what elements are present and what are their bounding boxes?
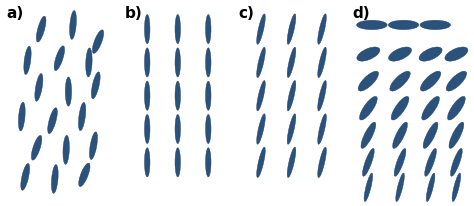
Ellipse shape bbox=[425, 148, 437, 176]
Ellipse shape bbox=[145, 48, 150, 77]
Ellipse shape bbox=[257, 47, 265, 78]
Ellipse shape bbox=[356, 20, 387, 30]
Ellipse shape bbox=[318, 147, 326, 178]
Ellipse shape bbox=[206, 15, 211, 44]
Ellipse shape bbox=[175, 15, 181, 44]
Ellipse shape bbox=[51, 165, 58, 193]
Ellipse shape bbox=[287, 47, 296, 78]
Ellipse shape bbox=[358, 71, 379, 91]
Ellipse shape bbox=[91, 72, 100, 99]
Ellipse shape bbox=[206, 81, 211, 110]
Ellipse shape bbox=[145, 15, 150, 44]
Ellipse shape bbox=[63, 135, 69, 164]
Ellipse shape bbox=[92, 30, 104, 53]
Ellipse shape bbox=[419, 47, 442, 61]
Ellipse shape bbox=[422, 96, 439, 120]
Ellipse shape bbox=[359, 96, 377, 120]
Ellipse shape bbox=[31, 135, 42, 160]
Ellipse shape bbox=[364, 173, 373, 201]
Ellipse shape bbox=[48, 108, 57, 134]
Ellipse shape bbox=[21, 164, 29, 190]
Ellipse shape bbox=[145, 115, 150, 144]
Ellipse shape bbox=[287, 81, 296, 111]
Ellipse shape bbox=[318, 114, 326, 144]
Ellipse shape bbox=[445, 47, 468, 61]
Ellipse shape bbox=[392, 122, 408, 148]
Ellipse shape bbox=[318, 14, 326, 44]
Ellipse shape bbox=[35, 74, 43, 101]
Ellipse shape bbox=[70, 11, 76, 39]
Ellipse shape bbox=[389, 47, 411, 61]
Ellipse shape bbox=[394, 148, 406, 176]
Ellipse shape bbox=[449, 122, 464, 148]
Ellipse shape bbox=[420, 20, 450, 30]
Ellipse shape bbox=[357, 47, 380, 61]
Ellipse shape bbox=[78, 102, 86, 131]
Ellipse shape bbox=[65, 77, 72, 106]
Text: d): d) bbox=[352, 6, 370, 21]
Ellipse shape bbox=[361, 122, 376, 148]
Ellipse shape bbox=[257, 114, 265, 144]
Ellipse shape bbox=[396, 173, 404, 201]
Ellipse shape bbox=[287, 114, 296, 144]
Ellipse shape bbox=[447, 96, 465, 120]
Ellipse shape bbox=[175, 115, 181, 144]
Ellipse shape bbox=[388, 20, 419, 30]
Ellipse shape bbox=[257, 81, 265, 111]
Ellipse shape bbox=[145, 81, 150, 110]
Ellipse shape bbox=[175, 48, 181, 77]
Ellipse shape bbox=[287, 14, 296, 44]
Ellipse shape bbox=[175, 148, 181, 177]
Ellipse shape bbox=[287, 147, 296, 178]
Ellipse shape bbox=[257, 147, 265, 178]
Ellipse shape bbox=[18, 102, 25, 131]
Ellipse shape bbox=[175, 81, 181, 110]
Text: b): b) bbox=[124, 6, 142, 21]
Ellipse shape bbox=[423, 122, 438, 148]
Ellipse shape bbox=[36, 16, 46, 42]
Ellipse shape bbox=[24, 46, 31, 75]
Ellipse shape bbox=[90, 132, 98, 159]
Ellipse shape bbox=[420, 71, 441, 91]
Ellipse shape bbox=[206, 115, 211, 144]
Ellipse shape bbox=[318, 47, 326, 78]
Ellipse shape bbox=[391, 96, 409, 120]
Ellipse shape bbox=[86, 48, 92, 77]
Ellipse shape bbox=[426, 173, 435, 201]
Ellipse shape bbox=[450, 148, 462, 176]
Ellipse shape bbox=[318, 81, 326, 111]
Ellipse shape bbox=[54, 46, 64, 71]
Ellipse shape bbox=[390, 71, 410, 91]
Text: a): a) bbox=[6, 6, 23, 21]
Ellipse shape bbox=[206, 48, 211, 77]
Ellipse shape bbox=[145, 148, 150, 177]
Ellipse shape bbox=[452, 173, 461, 201]
Ellipse shape bbox=[257, 14, 265, 44]
Ellipse shape bbox=[206, 148, 211, 177]
Ellipse shape bbox=[79, 163, 90, 187]
Text: c): c) bbox=[238, 6, 254, 21]
Ellipse shape bbox=[363, 148, 374, 176]
Ellipse shape bbox=[446, 71, 466, 91]
